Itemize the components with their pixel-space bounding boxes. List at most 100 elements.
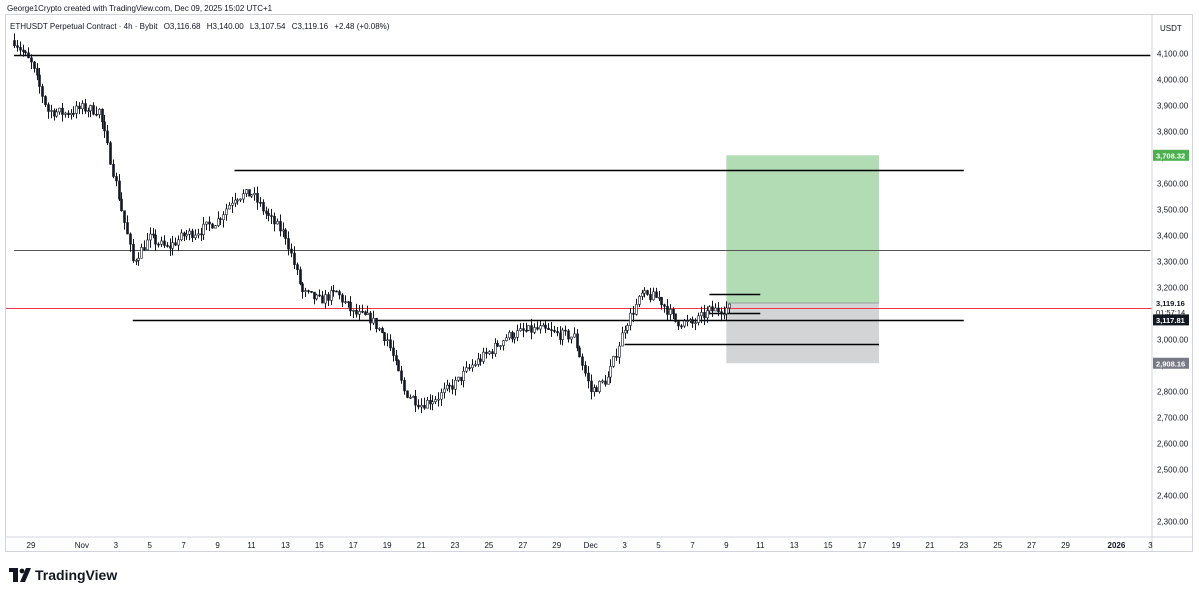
- candle-body: [725, 307, 728, 315]
- time-tick-label: 29: [27, 541, 36, 550]
- time-tick-label: 29: [552, 541, 561, 550]
- candle-body: [310, 290, 313, 293]
- candle-body: [78, 105, 81, 110]
- price-tick-label: 4,100.00: [1157, 50, 1189, 59]
- candle-body: [471, 364, 474, 369]
- candle-body: [202, 223, 205, 235]
- candle-body: [234, 199, 237, 204]
- candle-body: [485, 351, 488, 354]
- candle-body: [397, 360, 400, 372]
- time-tick-label: 9: [215, 541, 220, 550]
- candle-body: [152, 233, 155, 236]
- price-tick-label: 3,800.00: [1157, 127, 1189, 136]
- time-tick-label: 11: [247, 541, 256, 550]
- candle-body: [242, 193, 245, 200]
- candle-body: [143, 247, 146, 251]
- candle-body: [214, 225, 217, 229]
- ohlc-high: H3,140.00: [206, 22, 244, 31]
- candle-body: [522, 328, 525, 331]
- candle-body: [383, 332, 386, 341]
- price-tick-label: 2,800.00: [1157, 387, 1189, 396]
- candle-body: [556, 331, 559, 334]
- candle-body: [318, 294, 321, 297]
- candle-body: [270, 215, 273, 217]
- candle-body: [75, 105, 78, 114]
- candle-body: [723, 313, 726, 316]
- tradingview-logo-icon: [9, 568, 31, 582]
- time-tick-label: 25: [993, 541, 1002, 550]
- time-tick-label: 5: [147, 541, 152, 550]
- candle-body: [344, 301, 347, 303]
- candle-body: [434, 399, 437, 403]
- time-tick-label: 9: [724, 541, 729, 550]
- candle-body: [629, 312, 632, 326]
- candle-body: [499, 345, 502, 347]
- price-tick-label: 3,400.00: [1157, 231, 1189, 240]
- time-tick-label: 29: [1061, 541, 1070, 550]
- candle-body: [530, 325, 533, 333]
- candle-body: [135, 260, 138, 262]
- candle-body: [437, 398, 440, 401]
- tradingview-logo[interactable]: TradingView: [9, 566, 117, 584]
- stop-zone[interactable]: [726, 303, 879, 364]
- candle-body: [55, 111, 58, 117]
- candle-body: [47, 104, 50, 112]
- candle-body: [612, 356, 615, 367]
- candle-body: [717, 307, 720, 313]
- candle-body: [262, 202, 265, 212]
- time-tick-label: Dec: [584, 541, 598, 550]
- candle-body: [386, 339, 389, 342]
- candle-body: [273, 215, 276, 225]
- candle-body: [674, 313, 677, 322]
- level-price-badge: 3,117.81: [1153, 314, 1189, 326]
- candle-body: [578, 347, 581, 358]
- candle-body: [527, 325, 530, 331]
- candle-body: [697, 315, 700, 323]
- candle-body: [132, 243, 135, 262]
- price-tick-label: 2,300.00: [1157, 517, 1189, 526]
- stop-price-badge-text: 2,908.16: [1156, 359, 1185, 368]
- candle-body: [64, 112, 67, 115]
- candle-body: [166, 245, 169, 247]
- candle-body: [420, 405, 423, 408]
- target-zone[interactable]: [726, 155, 879, 304]
- candle-body: [50, 110, 53, 112]
- candle-body: [284, 229, 287, 239]
- candle-body: [279, 221, 282, 232]
- candle-body: [474, 364, 477, 366]
- candle-body: [109, 142, 112, 165]
- time-tick-label: 15: [315, 541, 324, 550]
- candle-body: [708, 306, 711, 312]
- candle-body: [392, 347, 395, 356]
- candle-body: [174, 242, 177, 246]
- candle-body: [58, 107, 61, 113]
- candle-body: [505, 337, 508, 341]
- candle-body: [409, 396, 412, 399]
- candle-body: [106, 130, 109, 144]
- candle-body: [211, 223, 214, 229]
- candle-body: [154, 234, 157, 245]
- symbol-legend: ETHUSDT Perpetual Contract · 4h · Bybit …: [10, 22, 393, 31]
- candle-body: [259, 201, 262, 204]
- candle-body: [180, 232, 183, 241]
- candle-body: [609, 366, 612, 378]
- candle-body: [208, 221, 211, 225]
- candle-body: [465, 367, 468, 372]
- author-caption: George1Crypto created with TradingView.c…: [7, 4, 273, 13]
- candle-body: [95, 113, 98, 116]
- candle-body: [468, 367, 471, 369]
- time-tick-label: 11: [756, 541, 765, 550]
- level-price-badge-text: 3,117.81: [1156, 316, 1185, 325]
- candle-body: [516, 330, 519, 338]
- price-tick-label: 2,700.00: [1157, 413, 1189, 422]
- candle-body: [706, 310, 709, 319]
- candle-body: [426, 399, 429, 409]
- price-tick-label: 2,600.00: [1157, 439, 1189, 448]
- ohlc-close: C3,119.16: [291, 22, 329, 31]
- candle-body: [641, 292, 644, 297]
- symbol-title[interactable]: ETHUSDT Perpetual Contract · 4h · Bybit: [10, 22, 158, 31]
- candle-body: [400, 370, 403, 381]
- candle-body: [414, 396, 417, 406]
- candle-body: [236, 199, 239, 202]
